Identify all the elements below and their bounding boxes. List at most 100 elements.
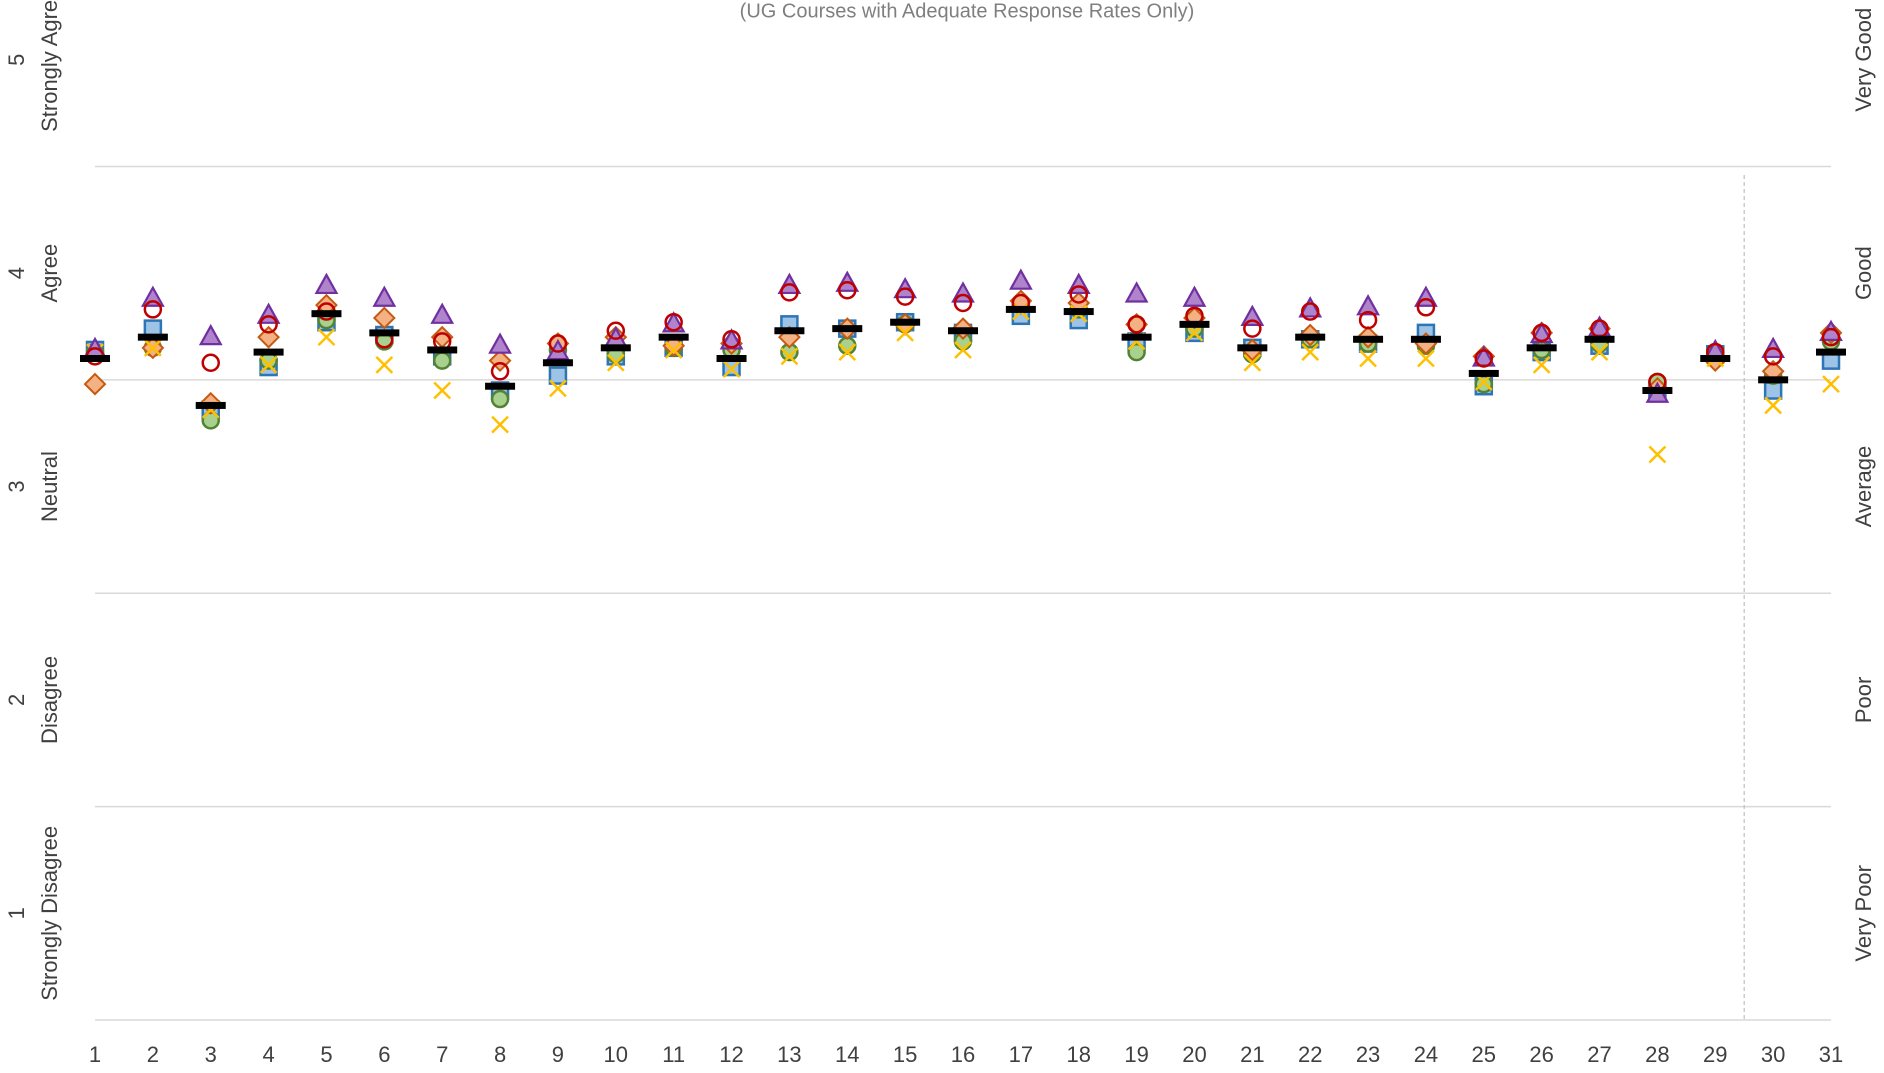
marker	[722, 330, 741, 349]
data-point	[143, 338, 162, 357]
data-point	[1758, 376, 1789, 384]
data-point	[600, 344, 631, 352]
marker	[1179, 320, 1210, 328]
y-tick-number: 2	[4, 694, 29, 706]
x-tick-label: 23	[1356, 1042, 1380, 1067]
data-point	[1532, 323, 1551, 343]
marker	[143, 300, 163, 319]
marker	[1005, 305, 1036, 313]
data-point	[548, 334, 568, 353]
data-point	[774, 327, 805, 335]
x-tick-label: 10	[604, 1042, 628, 1067]
y-tick-label: Neutral	[37, 451, 62, 522]
x-tick-label: 20	[1182, 1042, 1206, 1067]
x-tick-label: 1	[89, 1042, 101, 1067]
data-point	[1295, 333, 1326, 341]
data-point	[369, 329, 400, 337]
marker	[664, 341, 683, 359]
data-point	[253, 348, 284, 356]
marker	[1301, 343, 1320, 361]
data-point	[1005, 305, 1036, 313]
data-point	[1764, 396, 1783, 415]
data-point	[490, 389, 510, 409]
x-tick-label: 19	[1124, 1042, 1148, 1067]
marker	[433, 381, 452, 400]
marker	[1700, 354, 1731, 362]
x-tick-label: 8	[494, 1042, 506, 1067]
data-point	[1584, 335, 1615, 343]
data-point	[1590, 343, 1609, 361]
data-point	[664, 312, 683, 332]
x-tick-label: 6	[378, 1042, 390, 1067]
x-tick-label: 25	[1472, 1042, 1496, 1067]
marker	[201, 353, 220, 373]
marker	[375, 356, 394, 374]
data-point	[140, 285, 165, 307]
x-tick-label: 29	[1703, 1042, 1727, 1067]
marker	[1816, 348, 1846, 356]
marker	[314, 272, 339, 295]
x-tick-label: 22	[1298, 1042, 1322, 1067]
x-tick-label: 3	[205, 1042, 217, 1067]
y2-tick-label: Poor	[1851, 677, 1876, 723]
marker	[664, 312, 683, 332]
data-point	[838, 280, 857, 300]
x-tick-label: 31	[1819, 1042, 1843, 1067]
marker	[1121, 333, 1152, 341]
marker	[780, 283, 799, 302]
x-tick-label: 2	[147, 1042, 159, 1067]
marker	[317, 328, 336, 347]
data-point	[491, 415, 509, 434]
marker	[606, 321, 626, 341]
data-point	[948, 327, 978, 335]
marker	[372, 306, 396, 330]
marker	[491, 415, 509, 434]
x-tick-label: 30	[1761, 1042, 1785, 1067]
data-point	[1468, 369, 1499, 377]
marker	[1468, 369, 1499, 377]
marker	[490, 389, 510, 409]
data-point	[430, 302, 455, 324]
marker	[432, 351, 452, 370]
marker	[1063, 308, 1094, 316]
data-point	[1127, 315, 1146, 334]
marker	[548, 366, 568, 385]
data-point	[80, 354, 110, 362]
marker	[549, 379, 567, 398]
marker	[774, 327, 805, 335]
data-point	[1298, 296, 1323, 318]
y-tick-number: 4	[4, 267, 29, 279]
marker	[1243, 319, 1262, 338]
marker	[259, 356, 278, 374]
marker	[1298, 296, 1323, 318]
marker	[1763, 381, 1783, 400]
data-point	[716, 354, 747, 362]
marker	[83, 372, 107, 396]
marker	[1353, 335, 1384, 343]
data-point	[372, 285, 397, 307]
data-point	[259, 315, 278, 334]
data-point	[1816, 348, 1846, 356]
y-tick-label: Strongly Disagree	[37, 826, 62, 1001]
data-point	[259, 356, 278, 374]
data-point	[433, 381, 452, 400]
x-tick-label: 27	[1587, 1042, 1611, 1067]
marker	[140, 285, 165, 307]
data-point	[143, 300, 163, 319]
x-tick-label: 7	[436, 1042, 448, 1067]
data-point	[198, 323, 223, 346]
data-point	[1763, 381, 1783, 400]
data-point	[1121, 333, 1152, 341]
marker	[372, 285, 397, 307]
data-point	[1179, 320, 1210, 328]
data-point	[314, 272, 339, 295]
marker	[1127, 342, 1146, 362]
marker	[1763, 347, 1783, 366]
data-point	[375, 356, 394, 374]
y-tick-number: 1	[4, 907, 29, 919]
data-point	[1008, 268, 1033, 290]
data-point	[832, 325, 863, 333]
x-tick-label: 28	[1645, 1042, 1669, 1067]
data-point	[317, 328, 336, 347]
